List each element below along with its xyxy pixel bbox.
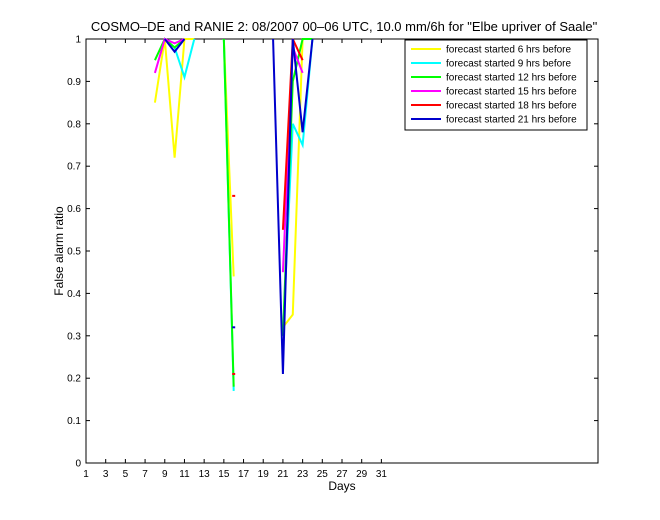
axis-ticks: 1 3 5 7 9 11 13 15 17 19 21 23 25 27 29 3100.10.20.30.4… (67, 35, 598, 480)
legend-entry: forecast started 21 hrs before (446, 115, 577, 126)
series-line (163, 38, 186, 54)
x-tick-label: 29 (356, 469, 368, 480)
y-tick-label: 1 (75, 35, 81, 46)
series-forecast-started-21-hrs-before (163, 38, 314, 374)
x-tick-label: 25 (317, 469, 329, 480)
chart-title: COSMO–DE and RANIE 2: 08/2007 00–06 UTC,… (91, 19, 598, 34)
legend-entry: forecast started 12 hrs before (446, 73, 577, 84)
legend: forecast started 6 hrs before forecast st… (404, 39, 588, 131)
x-tick-label: 31 (376, 469, 388, 480)
y-tick-label: 0.9 (67, 77, 81, 88)
x-tick-label: 3 (103, 469, 109, 480)
x-tick-label: 19 (258, 469, 270, 480)
y-tick-label: 0.7 (67, 162, 81, 173)
legend-box (404, 39, 588, 131)
x-tick-label: 7 (142, 469, 148, 480)
x-tick-label: 5 (123, 469, 129, 480)
y-tick-label: 0.2 (67, 374, 81, 385)
y-tick-label: 0.1 (67, 416, 81, 427)
y-tick-label: 0.3 (67, 331, 81, 342)
y-axis-label: False alarm ratio (52, 206, 66, 296)
y-tick-label: 0 (75, 459, 81, 470)
series-line (222, 38, 235, 387)
series-line (153, 37, 185, 74)
x-tick-label: 13 (199, 469, 211, 480)
y-tick-label: 0.8 (67, 119, 81, 130)
y-tick-label: 0.5 (67, 247, 81, 258)
x-tick-label: 15 (218, 469, 230, 480)
x-tick-label: 27 (336, 469, 348, 480)
x-tick-label: 11 (179, 469, 190, 480)
y-tick-label: 0.6 (67, 204, 81, 215)
legend-entry: forecast started 6 hrs before (446, 45, 572, 56)
series-line (154, 37, 186, 61)
legend-entry: forecast started 9 hrs before (446, 59, 572, 70)
x-tick-label: 9 (162, 469, 168, 480)
y-tick-label: 0.4 (67, 289, 81, 300)
legend-entry: forecast started 18 hrs before (446, 101, 577, 112)
x-tick-label: 21 (277, 469, 289, 480)
series-line (153, 38, 195, 158)
series-lines (153, 37, 314, 391)
legend-entry: forecast started 15 hrs before (446, 87, 577, 98)
x-tick-label: 23 (297, 469, 309, 480)
x-axis-label: Days (328, 479, 355, 493)
x-tick-label: 1 (83, 469, 89, 480)
x-tick-label: 17 (238, 469, 250, 480)
series-line (272, 38, 314, 374)
